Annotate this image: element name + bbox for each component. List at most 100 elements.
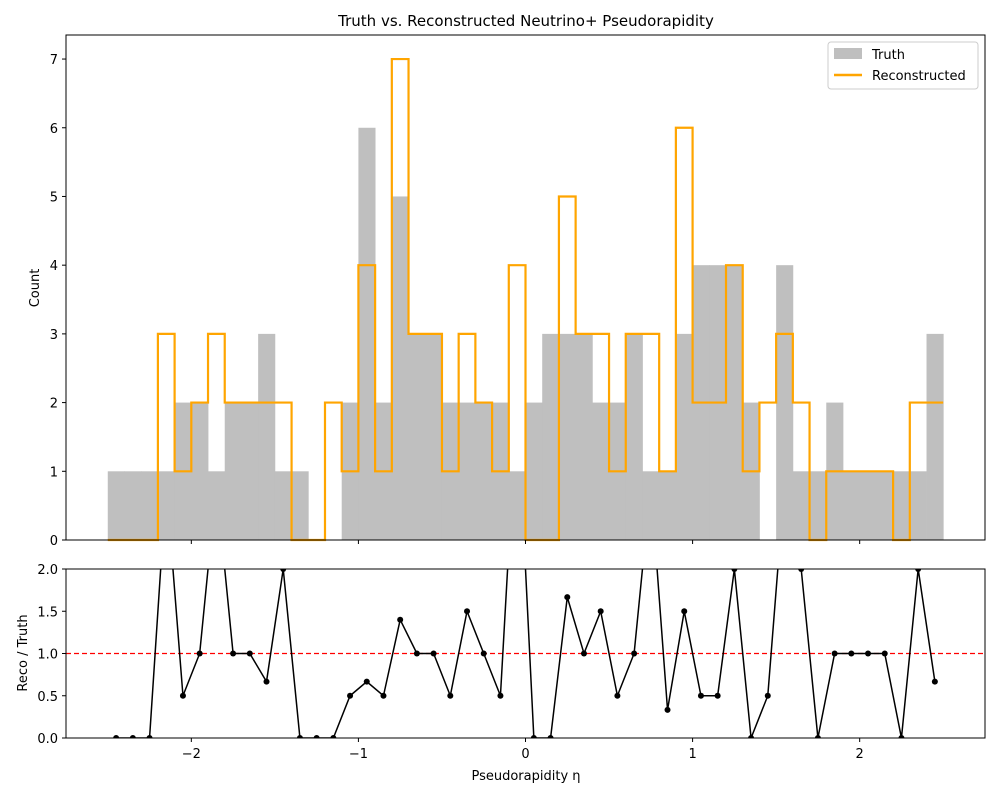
truth-bar	[842, 471, 861, 540]
ratio-point	[865, 650, 872, 657]
legend-frame	[827, 41, 979, 90]
ratio-point	[831, 650, 838, 657]
ratio-point	[230, 650, 237, 657]
truth-bar	[542, 333, 560, 540]
top-y-tick-label: 4	[50, 259, 58, 274]
truth-bar	[141, 471, 159, 540]
truth-bar	[208, 471, 226, 540]
truth-bar	[274, 471, 292, 540]
top-y-tick-label: 1	[50, 465, 58, 480]
truth-bar	[675, 333, 693, 540]
ratio-point	[814, 735, 821, 738]
top-plot-frame	[65, 34, 986, 541]
truth-bar	[859, 471, 877, 540]
ratio-point	[931, 678, 938, 685]
truth-bar	[508, 471, 526, 540]
ratio-point	[497, 692, 504, 699]
ratio-point	[681, 608, 688, 615]
ratio-point	[397, 616, 404, 623]
ratio-point	[430, 650, 437, 657]
ratio-point	[881, 650, 888, 657]
ratio-point	[714, 692, 721, 699]
truth-bar	[291, 471, 309, 540]
truth-bar	[792, 471, 810, 540]
truth-bar	[776, 265, 794, 540]
ratio-point	[915, 569, 922, 572]
truth-bar	[458, 402, 476, 540]
truth-bar	[408, 333, 426, 540]
ratio-point	[631, 650, 638, 657]
ratio-point	[748, 735, 755, 738]
truth-bar	[575, 333, 593, 540]
ratio-point	[547, 735, 554, 738]
ratio-point	[380, 692, 387, 699]
bottom-plot-frame	[65, 568, 986, 739]
bottom-y-ticks: 0.0 0.5 1.0 1.5 2.0	[37, 563, 66, 747]
bottom-x-tick-label: −1	[349, 747, 368, 762]
truth-bar	[124, 471, 142, 540]
bottom-y-tick-label: 1.0	[37, 648, 58, 663]
ratio-point	[848, 650, 855, 657]
top-y-tick-label: 7	[50, 53, 58, 68]
truth-bar	[893, 471, 911, 540]
truth-bar	[157, 471, 176, 540]
truth-bar	[659, 471, 677, 540]
ratio-point	[296, 735, 303, 738]
legend-truth-swatch	[834, 48, 862, 59]
ratio-point	[530, 735, 537, 738]
bottom-x-tick-label: 2	[856, 747, 864, 762]
top-y-tick-label: 6	[50, 122, 58, 137]
truth-bar	[358, 127, 376, 541]
ratio-point	[179, 692, 186, 699]
ratio-point	[113, 735, 120, 738]
truth-bar	[258, 333, 276, 540]
bottom-y-tick-label: 2.0	[37, 563, 58, 578]
truth-bar	[475, 402, 493, 540]
top-y-ticks: 0 1 2 3 4 5 6 7	[50, 53, 66, 549]
bottom-y-tick-label: 1.5	[37, 605, 58, 620]
ratio-point	[798, 569, 805, 572]
bottom-y-tick-label: 0.0	[37, 732, 58, 747]
truth-bar	[726, 265, 744, 540]
truth-bar	[224, 402, 242, 540]
ratio-point	[280, 569, 287, 572]
truth-bar	[809, 471, 827, 540]
truth-bar	[525, 402, 543, 540]
ratio-point	[464, 608, 471, 615]
ratio-point	[564, 594, 571, 601]
ratio-point	[614, 692, 621, 699]
reco-step-line	[107, 57, 944, 542]
truth-bars	[107, 127, 944, 541]
ratio-point	[597, 608, 604, 615]
legend-truth-label: Truth	[871, 48, 905, 63]
ratio-point	[764, 692, 771, 699]
truth-bar	[625, 333, 643, 540]
ratio-point	[413, 650, 420, 657]
truth-bar	[241, 402, 259, 540]
ratio-series-points	[113, 569, 938, 738]
top-y-tick-label: 3	[50, 328, 58, 343]
truth-bar	[191, 402, 209, 540]
ratio-point	[330, 735, 337, 738]
ratio-point	[447, 692, 454, 699]
bottom-y-tick-label: 0.5	[37, 690, 58, 705]
ratio-point	[363, 678, 370, 685]
truth-bar	[107, 471, 125, 540]
truth-bar	[876, 471, 894, 540]
ratio-point	[898, 735, 905, 738]
ratio-point	[347, 692, 354, 699]
truth-bar	[592, 402, 610, 540]
top-y-tick-label: 0	[50, 534, 58, 549]
chart-title: Truth vs. Reconstructed Neutrino+ Pseudo…	[337, 12, 714, 30]
bottom-x-tick-label: −2	[182, 747, 201, 762]
truth-bar	[926, 333, 944, 540]
ratio-point	[697, 692, 704, 699]
bottom-x-tick-label: 0	[521, 747, 529, 762]
ratio-point	[664, 706, 671, 713]
truth-bar	[425, 333, 443, 540]
bottom-x-tick-label: 1	[688, 747, 696, 762]
ratio-series-line	[116, 569, 936, 738]
truth-bar	[642, 471, 660, 540]
ratio-point	[731, 569, 738, 572]
